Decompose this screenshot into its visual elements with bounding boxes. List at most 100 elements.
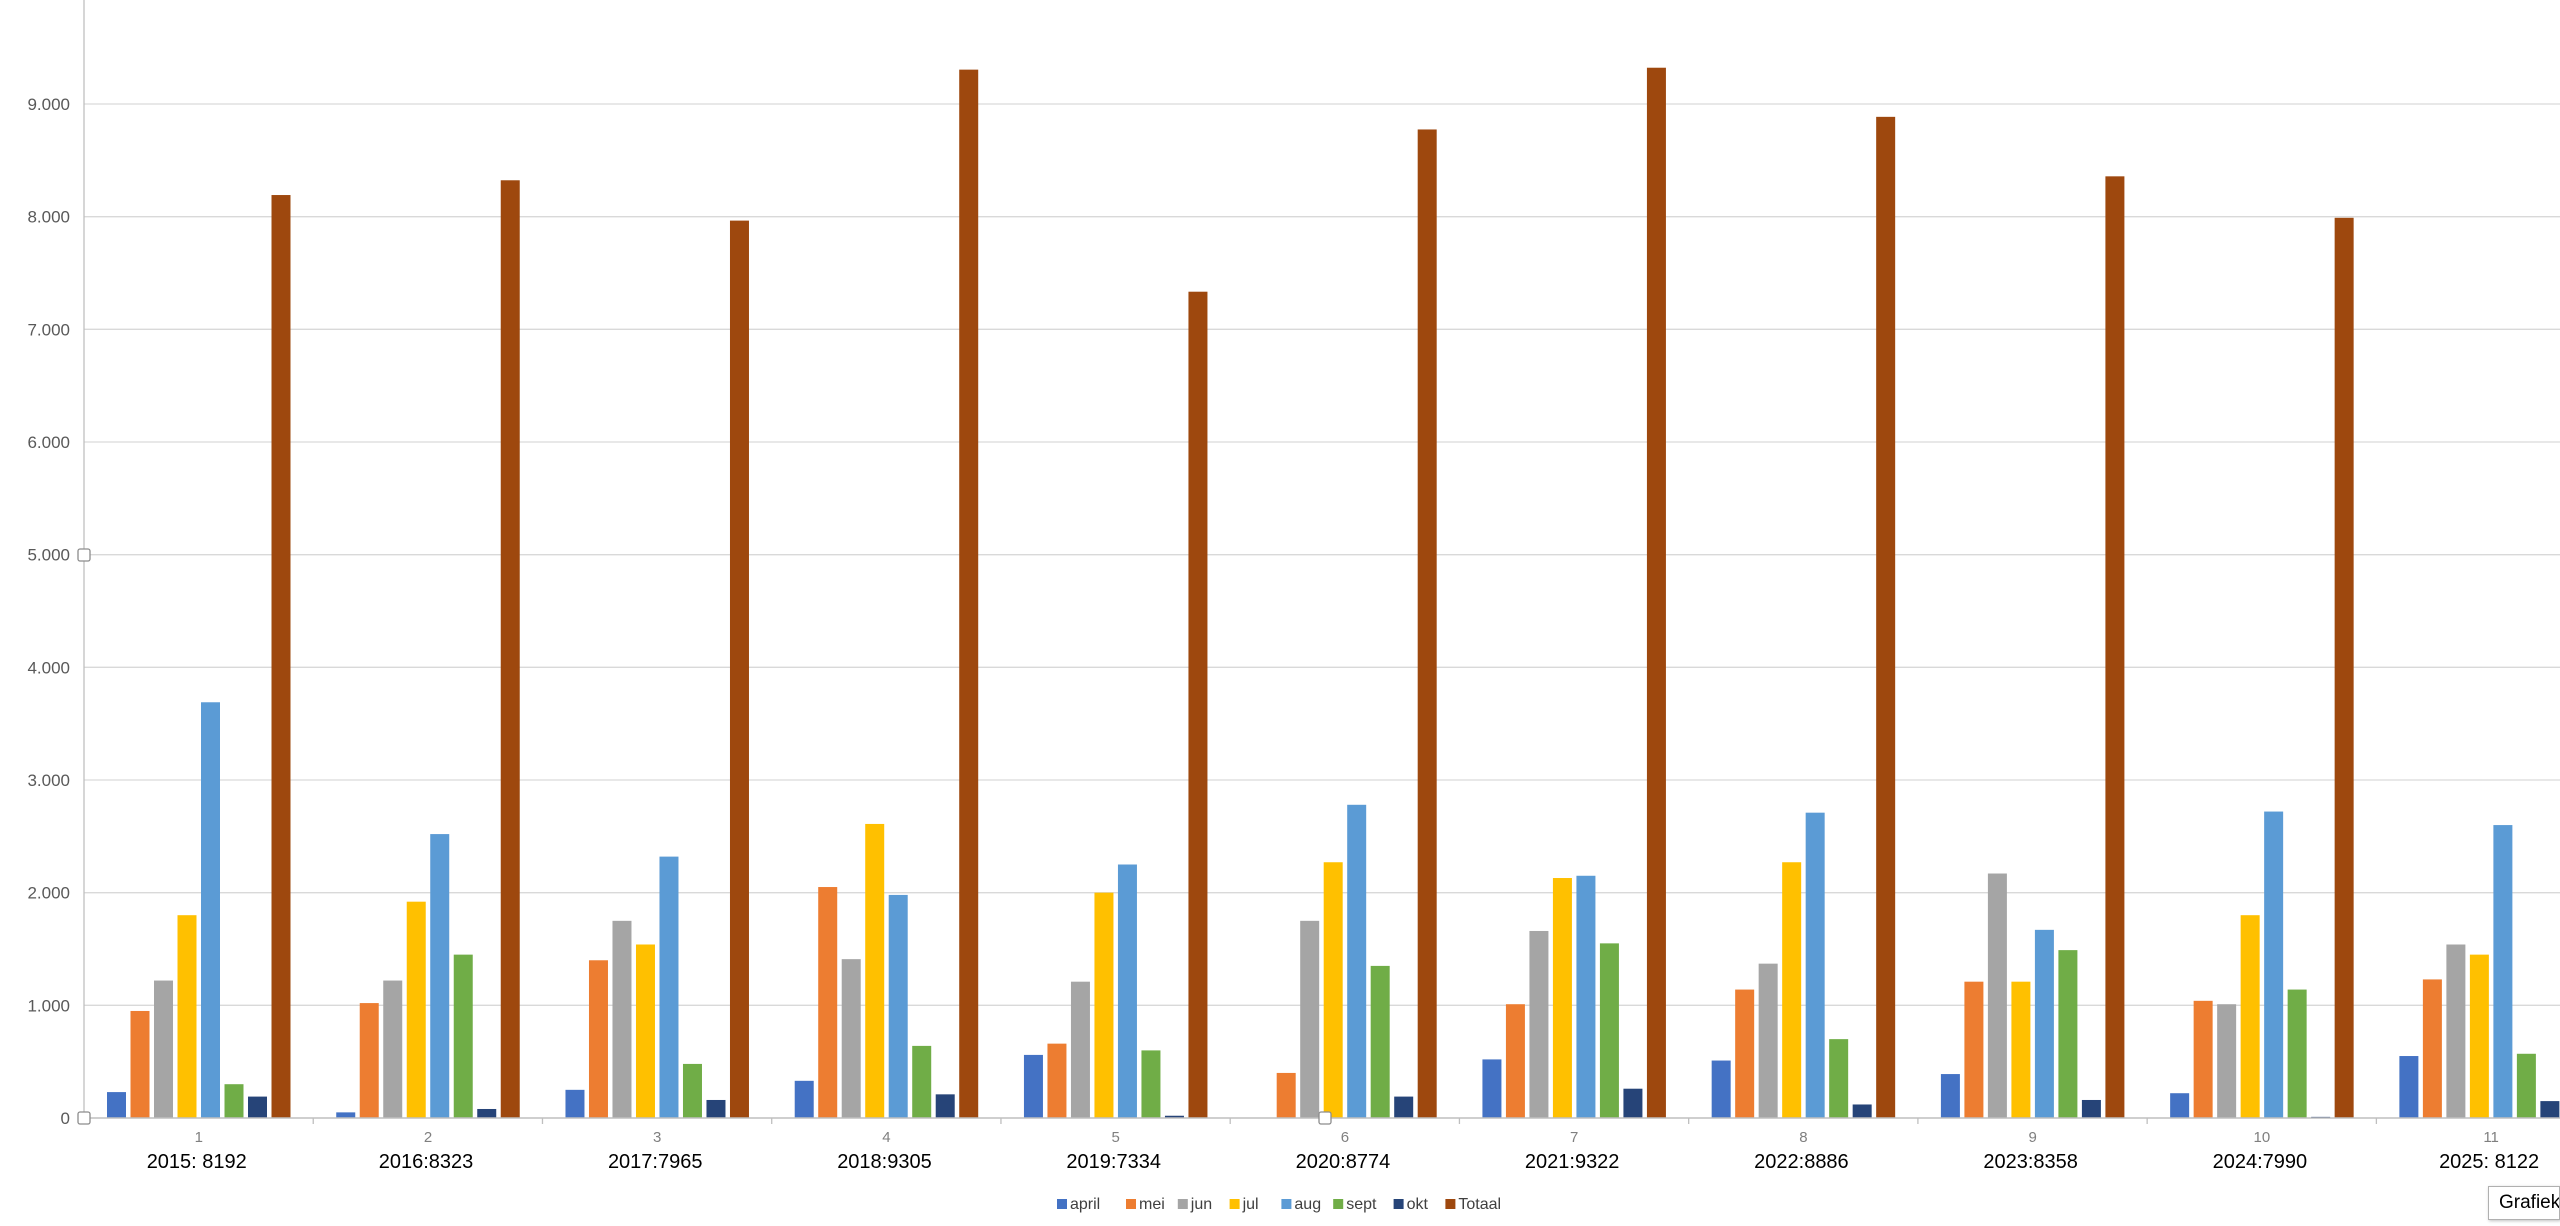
- bar-totaal-10: [2334, 217, 2354, 1118]
- bar-sept-10: [2287, 989, 2307, 1118]
- bar-okt-6: [1394, 1096, 1414, 1118]
- bar-aug-4: [888, 894, 908, 1118]
- bar-totaal-9: [2105, 176, 2125, 1118]
- y-axis: 0 1.000 2.000 3.000 4.000 5.000 6.000 7.000 8.00…: [27, 0, 85, 1128]
- bar-jun-3: [612, 920, 632, 1118]
- bar-aug-7: [1576, 875, 1596, 1118]
- bar-totaal-5: [1188, 291, 1208, 1119]
- bar-jul-8: [1782, 862, 1802, 1118]
- legend-swatch-jun: [1177, 1199, 1188, 1209]
- bars: [107, 67, 2560, 1119]
- x-tick-label: 6: [1341, 1129, 1349, 1146]
- bar-okt-3: [706, 1099, 726, 1118]
- resize-handle[interactable]: [77, 548, 91, 562]
- bar-jun-7: [1529, 930, 1549, 1118]
- x-tick-label: 4: [882, 1129, 890, 1146]
- bar-aug-2: [430, 834, 450, 1118]
- y-tick-label: 8.000: [27, 208, 70, 227]
- legend-swatch-sept: [1333, 1199, 1344, 1209]
- legend: april mei jun jul aug sept okt Totaal: [1057, 1196, 1501, 1213]
- bar-jun-10: [2217, 1004, 2237, 1118]
- bar-totaal-3: [729, 220, 749, 1119]
- y-tick-label: 4.000: [27, 658, 70, 677]
- bar-sept-3: [682, 1063, 702, 1118]
- bar-mei-8: [1735, 989, 1755, 1118]
- bar-jul-4: [865, 823, 885, 1118]
- bar-jun-6: [1300, 920, 1320, 1118]
- bar-jul-10: [2240, 915, 2260, 1118]
- bar-jul-9: [2011, 981, 2031, 1118]
- bar-jun-11: [2446, 944, 2466, 1118]
- legend-swatch-april: [1057, 1199, 1067, 1209]
- y-tick-label: 7.000: [27, 320, 70, 339]
- legend-swatch-mei: [1126, 1199, 1136, 1209]
- legend-swatch-totaal: [1445, 1199, 1456, 1209]
- bar-jun-2: [383, 980, 403, 1118]
- legend-label-totaal: Totaal: [1458, 1196, 1501, 1213]
- bar-mei-9: [1964, 981, 1984, 1118]
- bar-sept-5: [1141, 1050, 1161, 1118]
- x-tick-label: 9: [2028, 1129, 2036, 1146]
- bar-jul-5: [1094, 892, 1114, 1118]
- x-tick-label: 7: [1570, 1129, 1578, 1146]
- bar-totaal-8: [1876, 116, 1896, 1119]
- bar-mei-1: [130, 1010, 150, 1118]
- x-tick-label: 10: [2254, 1129, 2271, 1146]
- year-total-label: 2022:8886: [1754, 1151, 1849, 1173]
- x-axis: 1 2015: 8192 2 2016:8323 3 2017:7965 4 2018:930…: [83, 1117, 2560, 1173]
- year-total-label: 2019:7334: [1066, 1151, 1161, 1173]
- legend-label-jun: jun: [1190, 1196, 1212, 1213]
- bar-april-8: [1711, 1060, 1731, 1118]
- bar-mei-5: [1047, 1043, 1067, 1118]
- bar-sept-4: [912, 1045, 932, 1118]
- y-tick-label: 1.000: [27, 996, 70, 1015]
- bar-jul-3: [635, 944, 655, 1118]
- x-tick-label: 11: [2483, 1129, 2499, 1146]
- year-total-label: 2021:9322: [1525, 1151, 1620, 1173]
- bar-totaal-4: [959, 69, 979, 1118]
- year-total-label: 2025: 8122: [2439, 1151, 2539, 1173]
- y-tick-label: 3.000: [27, 771, 70, 790]
- bar-okt-5: [1164, 1115, 1184, 1118]
- bar-aug-10: [2264, 811, 2284, 1118]
- tooltip: Grafiekg: [2488, 1186, 2560, 1220]
- x-tick-label: 1: [195, 1129, 203, 1146]
- bar-jun-9: [1987, 873, 2007, 1118]
- year-total-label: 2016:8323: [379, 1151, 474, 1173]
- bar-sept-8: [1829, 1039, 1849, 1118]
- bar-april-11: [2399, 1056, 2419, 1118]
- bar-jul-7: [1552, 878, 1572, 1118]
- bar-mei-11: [2422, 979, 2442, 1118]
- resize-handle[interactable]: [77, 1111, 91, 1125]
- bar-jun-1: [154, 980, 173, 1118]
- bar-sept-2: [453, 954, 473, 1118]
- bar-april-2: [336, 1112, 356, 1118]
- x-tick-label: 8: [1799, 1129, 1807, 1146]
- bar-aug-11: [2493, 825, 2513, 1118]
- legend-label-sept: sept: [1346, 1196, 1377, 1213]
- resize-handle[interactable]: [1318, 1111, 1332, 1125]
- legend-swatch-okt: [1393, 1199, 1404, 1209]
- legend-swatch-jul: [1229, 1199, 1240, 1209]
- bar-okt-1: [248, 1096, 267, 1118]
- bar-okt-8: [1852, 1104, 1872, 1118]
- bar-okt-7: [1623, 1088, 1643, 1118]
- bar-aug-3: [659, 856, 679, 1118]
- x-tick-label: 3: [653, 1129, 661, 1146]
- bar-sept-7: [1599, 943, 1619, 1118]
- bar-totaal-1: [271, 195, 291, 1118]
- chart-selection-handles[interactable]: [77, 548, 1332, 1125]
- bar-sept-1: [224, 1084, 244, 1118]
- bar-april-10: [2170, 1093, 2190, 1118]
- bar-sept-9: [2058, 950, 2078, 1118]
- bar-jul-6: [1323, 862, 1343, 1118]
- gridlines: [84, 103, 2560, 1006]
- year-total-label: 2020:8774: [1296, 1151, 1391, 1173]
- y-tick-label: 0: [61, 1109, 70, 1128]
- legend-label-mei: mei: [1139, 1196, 1165, 1213]
- year-total-label: 2017:7965: [608, 1151, 703, 1173]
- year-total-label: 2015: 8192: [147, 1151, 247, 1173]
- bar-aug-6: [1347, 804, 1367, 1118]
- y-tick-label: 2.000: [27, 884, 70, 903]
